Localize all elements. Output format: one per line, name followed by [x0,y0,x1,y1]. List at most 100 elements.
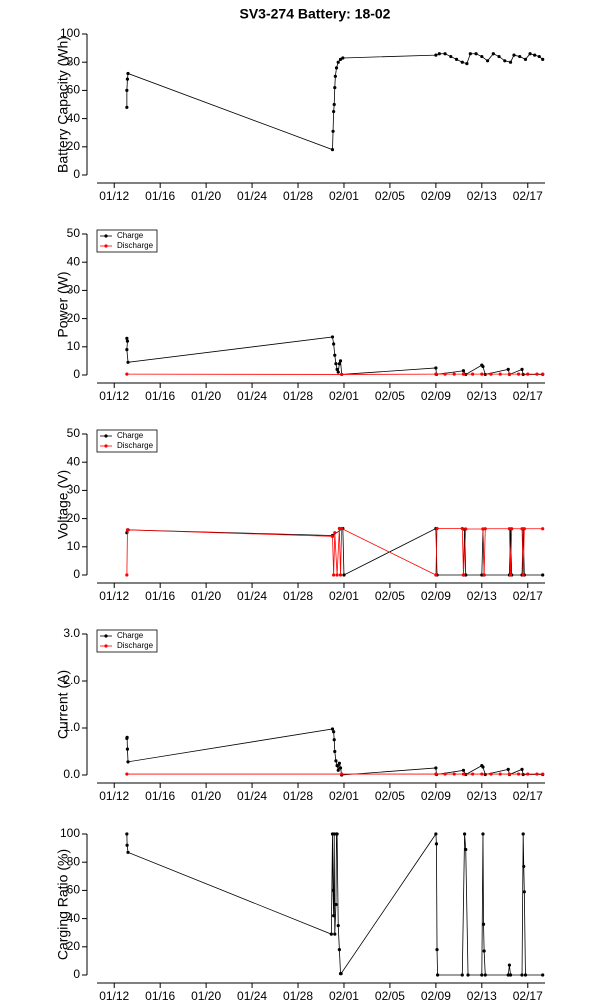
data-point [337,362,341,366]
x-tick-label: 01/24 [237,789,267,803]
data-point [338,766,343,770]
legend-label: Discharge [117,441,154,450]
data-point [482,573,486,577]
data-point [340,772,344,776]
data-point [330,148,335,152]
y-tick-label: 40 [67,911,81,925]
data-point [521,573,525,577]
legend-marker [104,644,108,648]
y-axis-label: Current (A) [55,670,71,739]
x-tick-label: 02/13 [467,189,497,203]
data-point [332,914,336,918]
data-point [507,772,511,776]
data-point [125,735,129,740]
data-point [435,526,439,531]
data-point [443,52,447,56]
data-point [480,372,484,376]
data-point [541,772,545,776]
data-point [482,949,486,953]
x-tick-label: 02/13 [467,789,497,803]
data-point [516,372,521,376]
y-tick-label: 0 [73,367,80,381]
x-tick-label: 01/12 [99,389,129,403]
y-tick-label: 60 [67,83,81,97]
data-point [126,71,130,76]
x-tick-label: 02/05 [375,389,405,403]
legend-label: Charge [117,231,144,240]
x-tick-label: 01/20 [191,189,221,203]
x-tick-label: 02/01 [329,389,359,403]
data-point [125,372,129,376]
data-point [461,372,466,376]
x-tick-label: 01/16 [145,189,175,203]
data-point [464,527,468,531]
data-point [435,948,439,952]
data-point [434,53,438,57]
data-point [434,366,438,370]
x-tick-label: 02/17 [513,589,543,603]
y-tick-label: 100 [60,26,80,40]
data-point [474,52,478,56]
x-tick-label: 01/28 [283,189,313,203]
data-point [434,573,438,577]
data-point [125,573,129,577]
data-point [449,54,453,59]
data-point [523,57,528,61]
y-tick-label: 50 [67,426,81,440]
data-point [480,573,484,577]
x-tick-label: 01/20 [191,989,221,1000]
x-tick-label: 01/28 [283,989,313,1000]
data-point [508,60,513,64]
data-point [541,527,545,531]
data-point [461,772,466,776]
data-point [336,60,340,64]
data-point [522,864,526,869]
data-point [461,573,466,577]
data-point [471,772,475,776]
data-point [507,372,511,376]
data-point [443,772,447,776]
data-point [522,527,526,531]
x-tick-label: 02/09 [421,589,451,603]
x-tick-label: 02/09 [421,789,451,803]
data-point [512,53,516,57]
x-tick-label: 02/13 [467,989,497,1000]
data-point [483,772,487,777]
data-point [454,57,459,61]
y-tick-label: 0 [73,967,80,981]
data-point [464,573,468,577]
data-point [332,109,336,114]
data-point [335,367,339,371]
x-tick-label: 02/17 [513,789,543,803]
x-tick-label: 01/28 [283,589,313,603]
data-point [452,772,456,776]
data-point [498,772,502,776]
data-point [483,973,487,977]
data-point [338,57,343,61]
data-point [333,531,337,535]
data-point [535,372,539,376]
data-point [329,932,333,936]
data-point [480,772,484,776]
legend-label: Charge [117,431,144,440]
legend-label: Discharge [117,241,154,250]
data-point [125,772,129,776]
data-point [466,973,470,977]
data-point [506,973,510,977]
y-tick-label: 0 [73,567,80,581]
data-point [468,52,472,56]
data-point [435,973,440,977]
data-point [340,526,344,531]
x-tick-label: 01/16 [145,589,175,603]
data-point [332,102,336,107]
data-point [498,372,502,376]
y-tick-label: 30 [67,483,81,497]
data-point [342,573,346,577]
data-point [510,527,514,531]
data-point [481,922,486,926]
x-tick-label: 02/09 [421,989,451,1000]
data-point [125,843,129,847]
data-point [125,105,129,109]
x-tick-label: 02/09 [421,389,451,403]
